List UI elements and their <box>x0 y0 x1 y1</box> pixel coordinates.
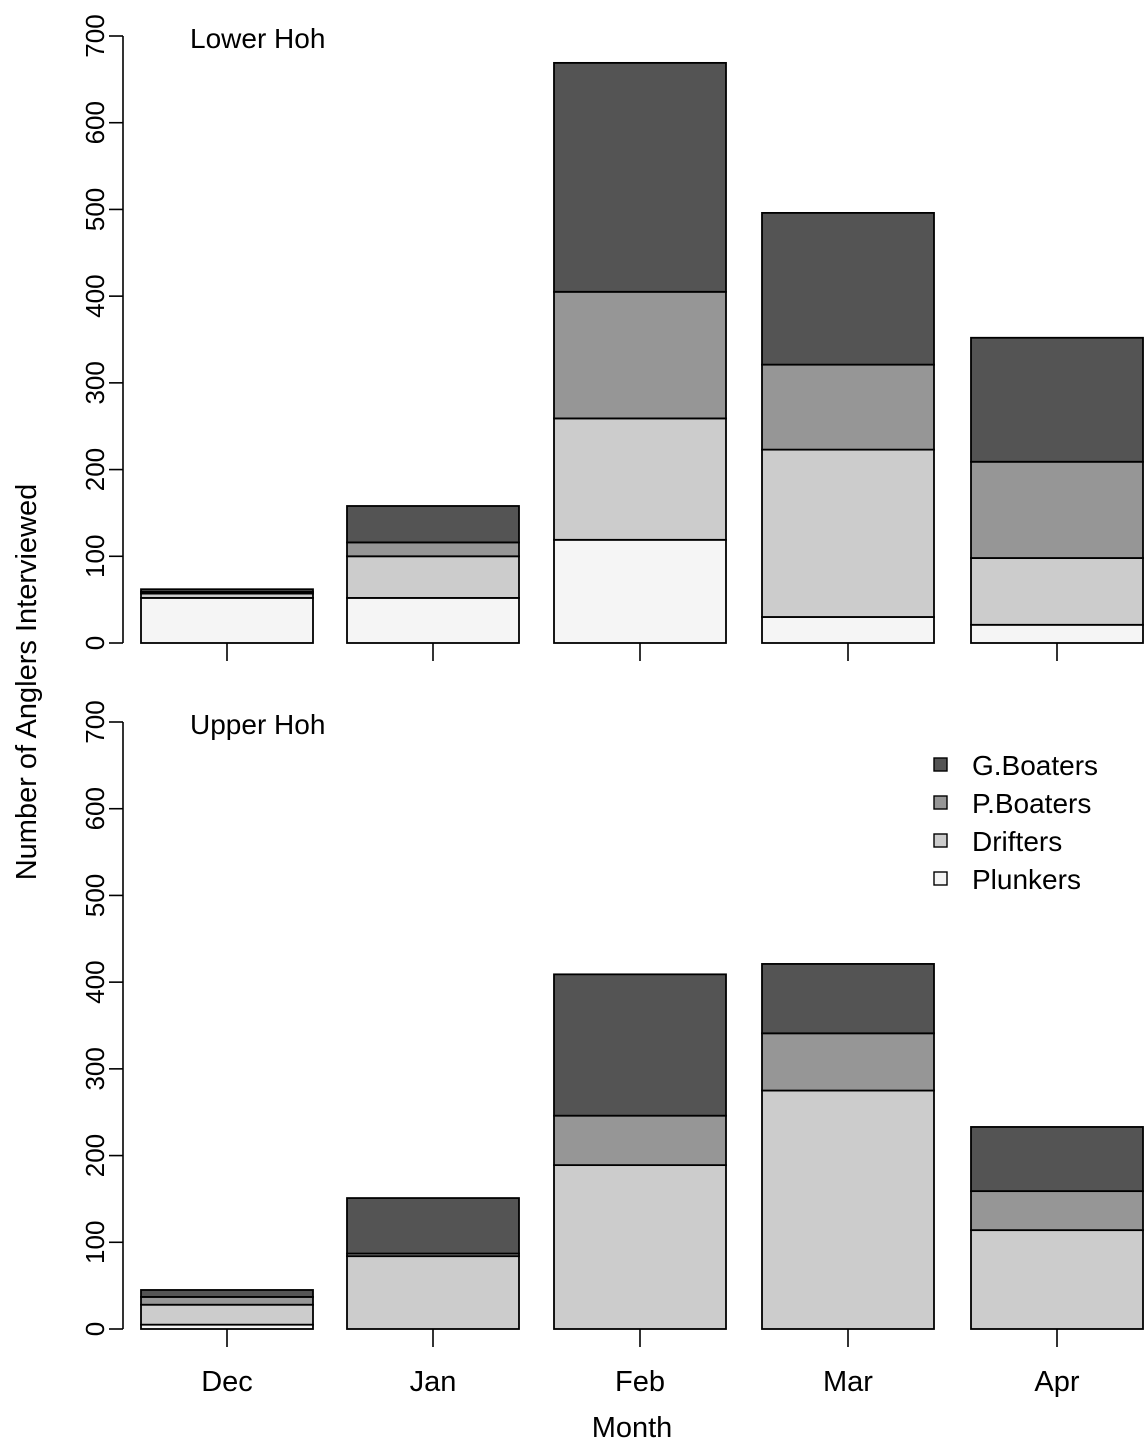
panel-1: 0 100 200 300 400 500 600 700 Upper Hoh <box>80 700 1144 1347</box>
y-tick-label: 0 <box>80 636 110 650</box>
bar-segment-drifters-mar <box>761 448 935 618</box>
bar-segment-g-boaters-jan <box>346 505 520 544</box>
bar-segment-plunkers-dec <box>140 597 314 644</box>
panel-label: Upper Hoh <box>190 709 325 740</box>
legend-label-plunkers: Plunkers <box>972 864 1081 895</box>
y-tick-label: 600 <box>80 787 110 830</box>
bar-segment-drifters-jan <box>346 1255 520 1330</box>
chart-panels: 0 100 200 300 400 500 600 700 Lower Hoh 0 100 200 30… <box>80 14 1144 1347</box>
bar-segment-g-boaters-jan <box>346 1197 520 1255</box>
y-tick-label: 300 <box>80 1047 110 1090</box>
bar-segment-g-boaters-dec <box>140 588 314 593</box>
panel-label: Lower Hoh <box>190 23 325 54</box>
legend-label-p-boaters: P.Boaters <box>972 788 1091 819</box>
y-tick-label: 400 <box>80 960 110 1003</box>
y-tick-label: 600 <box>80 101 110 144</box>
bar-segment-g-boaters-apr <box>970 336 1144 463</box>
bar-segment-drifters-jan <box>346 555 520 599</box>
y-tick-label: 700 <box>80 14 110 57</box>
y-tick-label: 100 <box>80 1221 110 1264</box>
legend: G.Boaters P.Boaters Drifters Plunkers <box>933 750 1098 895</box>
y-tick-label: 400 <box>80 274 110 317</box>
bar-segment-g-boaters-dec <box>140 1289 314 1298</box>
bar-segment-p-boaters-apr <box>970 1190 1144 1232</box>
y-tick-label: 100 <box>80 535 110 578</box>
legend-swatch-g-boaters <box>933 757 948 772</box>
legend-swatch-drifters <box>933 833 948 848</box>
bar-segment-p-boaters-apr <box>970 460 1144 559</box>
y-tick-label: 200 <box>80 1134 110 1177</box>
bar-segment-g-boaters-feb <box>553 61 727 293</box>
legend-swatch-p-boaters <box>933 795 948 810</box>
y-tick-label: 200 <box>80 448 110 491</box>
x-tick-label-dec: Dec <box>201 1366 253 1398</box>
bar-segment-p-boaters-feb <box>553 290 727 420</box>
bar-segment-p-boaters-mar <box>761 363 935 451</box>
bar-segment-drifters-apr <box>970 557 1144 626</box>
y-tick-label: 700 <box>80 700 110 743</box>
y-tick-label: 300 <box>80 361 110 404</box>
bar-segment-g-boaters-feb <box>553 973 727 1117</box>
x-axis-labels: Dec Jan Feb Mar Apr <box>201 1366 1080 1398</box>
y-tick-label: 500 <box>80 188 110 231</box>
bar-segment-g-boaters-mar <box>761 963 935 1035</box>
bar-segment-p-boaters-dec <box>140 1296 314 1306</box>
panel-0: 0 100 200 300 400 500 600 700 Lower Hoh <box>80 14 1144 661</box>
bar-segment-drifters-feb <box>553 417 727 541</box>
x-tick-label-mar: Mar <box>823 1366 873 1398</box>
legend-swatch-plunkers <box>933 871 948 886</box>
bar-segment-g-boaters-mar <box>761 211 935 366</box>
x-tick-label-feb: Feb <box>615 1366 665 1398</box>
x-tick-label-jan: Jan <box>410 1366 457 1398</box>
bar-segment-plunkers-jan <box>346 597 520 644</box>
bar-segment-plunkers-feb <box>553 538 727 644</box>
bar-segment-g-boaters-apr <box>970 1126 1144 1193</box>
y-tick-label: 0 <box>80 1322 110 1336</box>
bar-segment-drifters-apr <box>970 1229 1144 1330</box>
bar-segment-plunkers-apr <box>970 623 1144 644</box>
bar-segment-plunkers-mar <box>761 616 935 644</box>
bar-segment-p-boaters-mar <box>761 1032 935 1092</box>
x-tick-label-apr: Apr <box>1034 1366 1079 1398</box>
bar-segment-drifters-dec <box>140 1303 314 1326</box>
bar-segment-drifters-feb <box>553 1164 727 1330</box>
bar-segment-p-boaters-jan <box>346 541 520 558</box>
legend-label-g-boaters: G.Boaters <box>972 750 1098 781</box>
bar-segment-drifters-mar <box>761 1089 935 1330</box>
y-axis-title: Number of Anglers Interviewed <box>11 484 43 881</box>
x-axis-title: Month <box>592 1412 673 1444</box>
legend-label-drifters: Drifters <box>972 826 1062 857</box>
y-tick-label: 500 <box>80 874 110 917</box>
bar-segment-p-boaters-feb <box>553 1114 727 1167</box>
